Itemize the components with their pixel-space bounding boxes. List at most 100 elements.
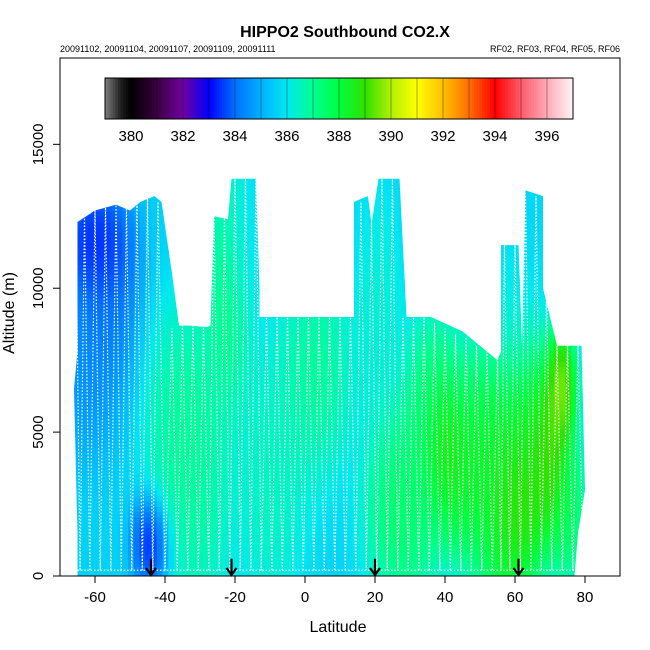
field-cell [174,339,181,346]
field-cell [450,484,457,491]
field-cell [433,511,440,518]
field-cell [208,495,215,502]
field-cell [381,242,388,249]
field-cell [404,205,411,212]
field-cell [387,210,394,217]
field-cell [156,350,164,357]
field-cell [421,280,428,287]
field-cell [335,436,342,443]
field-cell [243,183,250,190]
field-cell [306,473,313,480]
field-cell [82,500,89,507]
field-cell [133,178,141,185]
field-cell [133,269,141,276]
field-cell [318,409,325,416]
field-cell [312,565,319,572]
field-cell [415,506,423,513]
field-cell [151,554,158,561]
field-cell [404,275,411,282]
field-cell [438,200,446,206]
field-cell [421,178,428,180]
field-cell [266,500,273,507]
field-cell [335,285,342,292]
field-cell [335,549,342,556]
field-cell [318,382,325,389]
field-cell [248,210,256,217]
field-cell [266,436,273,443]
field-cell [415,570,423,576]
field-cell [329,366,336,373]
field-cell [421,393,428,400]
field-cell [260,205,267,212]
field-cell [110,527,118,534]
field-cell [392,393,400,400]
field-cell [266,183,273,190]
field-cell [139,312,146,319]
field-cell [341,538,348,545]
field-cell [421,409,428,416]
field-cell [450,371,457,378]
field-cell [202,269,210,276]
field-cell [248,253,256,260]
field-cell [110,221,118,228]
field-cell [99,323,106,330]
field-cell [392,366,400,373]
field-cell [433,565,440,572]
field-cell [277,259,285,266]
field-cell [364,554,371,561]
field-cell [398,216,405,223]
field-cell [202,361,210,368]
field-cell [289,275,296,282]
field-cell [358,463,365,470]
field-cell [191,350,198,357]
field-cell [208,361,215,368]
field-cell [156,226,164,233]
field-cell [74,302,77,308]
field-cell [105,275,112,282]
field-cell [128,200,135,206]
field-cell [214,554,221,561]
field-cell [341,431,348,437]
field-cell [99,237,106,244]
field-cell [312,533,319,539]
field-cell [375,543,382,550]
field-cell [93,183,100,190]
field-cell [128,447,135,454]
field-cell [93,269,100,276]
field-cell [87,382,95,389]
field-cell [271,350,279,357]
field-cell [76,361,83,368]
field-cell [122,570,129,576]
field-cell [415,194,423,201]
field-cell [87,468,95,475]
field-cell [225,345,233,351]
field-cell [392,248,400,255]
field-cell [74,425,77,432]
field-cell [335,484,342,491]
field-cell [381,409,388,416]
field-cell [329,554,336,561]
field-cell [156,527,164,534]
field-cell [162,570,169,576]
field-cell [220,334,227,341]
field-cell [438,194,446,201]
field-cell [214,307,221,314]
field-cell [323,285,331,292]
field-cell [116,570,123,576]
field-cell [266,398,273,405]
field-cell [243,420,250,427]
field-cell [266,253,273,260]
field-cell [191,366,198,373]
field-cell [341,302,348,308]
field-cell [76,447,83,454]
field-cell [191,328,198,335]
field-cell [323,259,331,266]
field-cell [99,436,106,443]
field-cell [277,371,285,378]
field-cell [76,431,83,437]
field-cell [427,468,434,475]
field-cell [415,490,423,497]
field-cell [174,565,181,572]
field-cell [185,398,192,405]
field-cell [266,194,273,201]
